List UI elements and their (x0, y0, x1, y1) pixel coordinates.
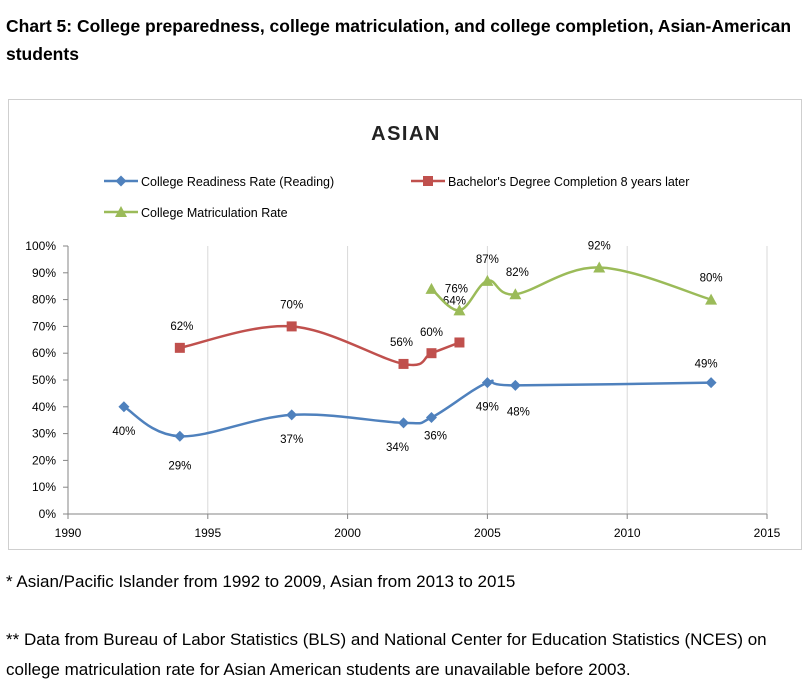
data-point (481, 274, 494, 286)
data-point (398, 358, 409, 369)
data-label: 60% (420, 327, 443, 339)
legend-marker (115, 175, 127, 187)
y-tick-label: 20% (32, 453, 56, 467)
data-point (118, 401, 130, 413)
x-tick-label: 1990 (55, 526, 82, 540)
y-tick-label: 60% (32, 346, 56, 360)
data-point (286, 409, 298, 421)
legend-label: College Readiness Rate (Reading) (141, 175, 334, 189)
data-point (398, 417, 410, 429)
data-point (426, 348, 437, 359)
series-line (123, 379, 712, 438)
data-point (425, 282, 438, 294)
data-point (509, 379, 521, 391)
data-point (286, 321, 297, 332)
data-label: 49% (695, 359, 718, 371)
y-tick-label: 50% (32, 373, 56, 387)
data-label: 34% (386, 442, 409, 454)
series-line (430, 266, 712, 312)
data-point (425, 412, 437, 424)
data-point (593, 261, 606, 273)
data-point (174, 342, 185, 353)
y-tick-label: 30% (32, 427, 56, 441)
data-point (509, 288, 522, 300)
data-point (481, 377, 493, 389)
x-tick-label: 2010 (614, 526, 641, 540)
data-label: 92% (588, 240, 611, 252)
y-tick-label: 80% (32, 293, 56, 307)
x-tick-label: 1995 (194, 526, 221, 540)
data-point (705, 377, 717, 389)
x-tick-label: 2015 (754, 526, 781, 540)
data-label: 87% (476, 254, 499, 266)
data-label: 29% (168, 460, 191, 472)
data-label: 40% (112, 426, 135, 438)
legend-marker (115, 206, 127, 217)
y-tick-label: 90% (32, 266, 56, 280)
data-label: 36% (424, 431, 447, 443)
x-tick-label: 2005 (474, 526, 501, 540)
legend-marker (423, 176, 433, 186)
data-label: 56% (390, 337, 413, 349)
chart-title: ASIAN (371, 123, 441, 145)
data-point (174, 430, 186, 442)
data-label: 62% (170, 321, 193, 333)
data-point (453, 304, 466, 316)
y-tick-label: 100% (25, 239, 56, 253)
y-tick-label: 40% (32, 400, 56, 414)
data-label: 49% (476, 402, 499, 414)
legend-label: College Matriculation Rate (141, 206, 288, 220)
data-label: 48% (507, 406, 530, 418)
data-label: 37% (280, 434, 303, 446)
y-tick-label: 10% (32, 480, 56, 494)
footnote-1: * Asian/Pacific Islander from 1992 to 20… (6, 572, 516, 591)
data-point (705, 293, 718, 305)
chart-area (8, 99, 802, 550)
legend-label: Bachelor's Degree Completion 8 years lat… (448, 175, 689, 189)
y-tick-label: 0% (39, 507, 57, 521)
data-label: 82% (506, 267, 529, 279)
series-line (179, 324, 460, 367)
data-label: 80% (700, 273, 723, 285)
footnote-2: ** Data from Bureau of Labor Statistics … (6, 630, 767, 679)
chart: ASIAN 1990 1995 2000 2005 2010 2015 0% 10% 20% 30%… (25, 123, 781, 540)
data-label: 70% (280, 299, 303, 311)
data-label: 76% (445, 283, 468, 295)
x-tick-label: 2000 (334, 526, 361, 540)
y-tick-label: 70% (32, 319, 56, 333)
page-title: Chart 5: College preparedness, college m… (6, 16, 792, 64)
data-point (454, 337, 465, 348)
